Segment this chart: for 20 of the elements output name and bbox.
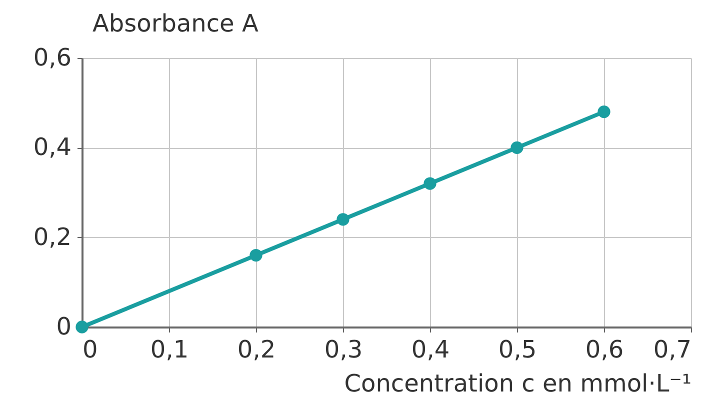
x-tick-label: 0,1 [150, 336, 189, 364]
x-axis-title: Concentration c en mmol·L⁻¹ [344, 370, 692, 398]
x-tick-label: 0,5 [498, 336, 537, 364]
point [424, 177, 436, 190]
x-tick-label: 0,2 [237, 336, 276, 364]
point [76, 320, 88, 334]
x-tick-label: 0 [82, 336, 98, 364]
y-tick-label: 0,4 [33, 133, 72, 162]
y-tick-label: 0,2 [33, 222, 72, 251]
x-tick-label: 0,3 [324, 336, 363, 364]
y-tick-label: 0 [56, 312, 72, 340]
point [336, 213, 350, 226]
y-tick-label: 0,6 [33, 44, 72, 72]
point [510, 141, 524, 154]
x-tick-label: 0,4 [411, 336, 450, 364]
x-tick-label: 0,6 [585, 336, 624, 364]
point [598, 105, 610, 118]
x-tick-label: 0,7 [653, 336, 692, 364]
point [250, 248, 262, 262]
y-axis-title: Absorbance A [92, 10, 259, 38]
